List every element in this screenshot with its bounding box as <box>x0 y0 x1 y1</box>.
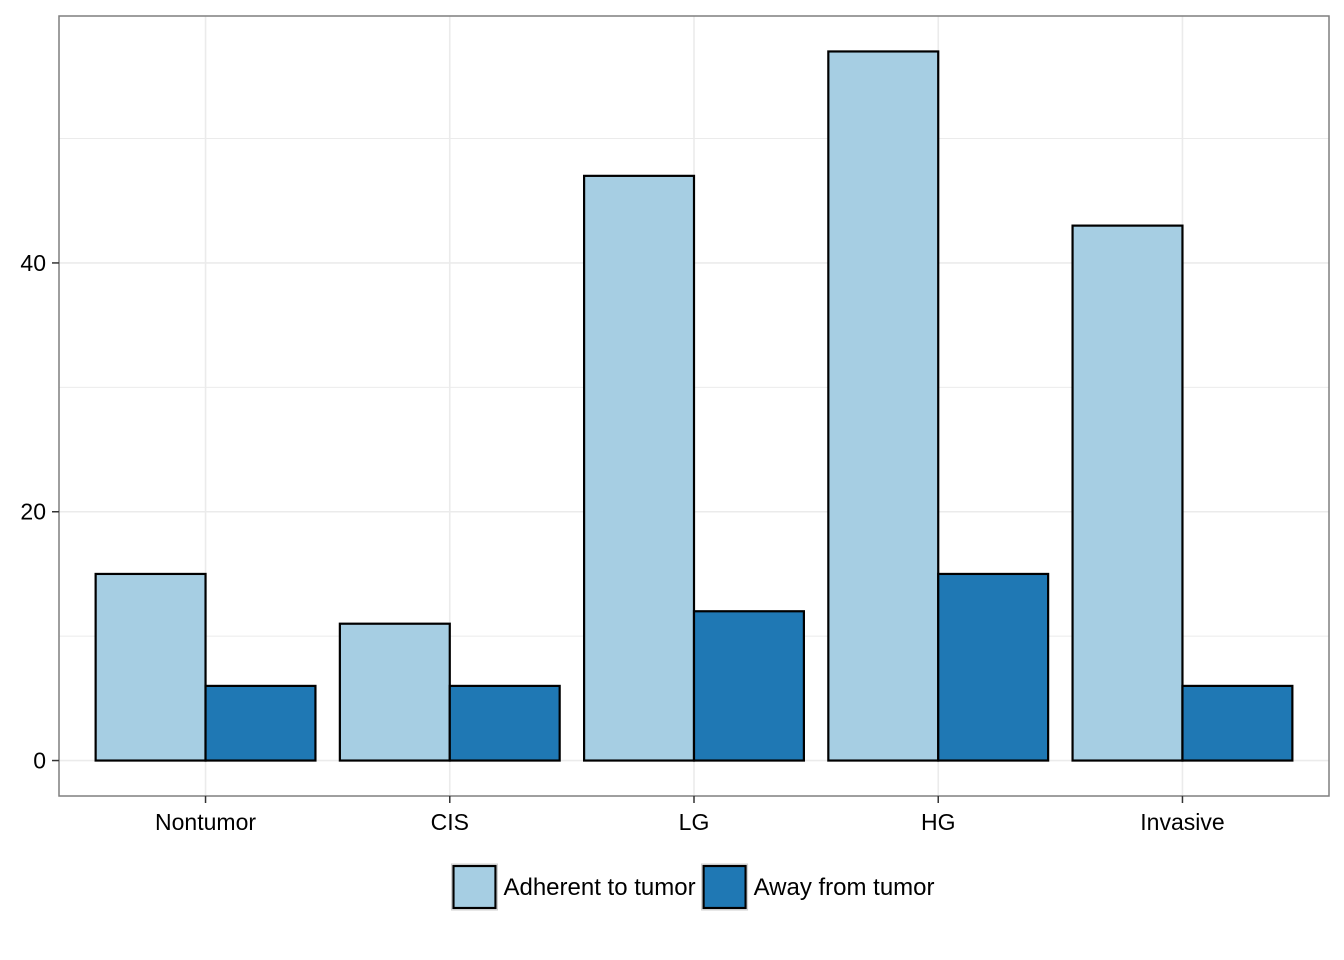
legend-key-frame <box>450 863 498 911</box>
legend-label-series-2: Away from tumor <box>754 874 935 901</box>
legend-label-series-1: Adherent to tumor <box>503 874 695 901</box>
bar-hg-series-2 <box>937 572 1050 762</box>
bar-nontumor-series-1 <box>94 572 207 762</box>
bar-invasive-series-2 <box>1181 684 1294 762</box>
bar-lg-series-1 <box>582 174 696 762</box>
bar-hg-series-1 <box>827 50 940 762</box>
y-tick-label: 20 <box>20 499 46 525</box>
bars <box>94 50 1294 762</box>
x-tick-label: CIS <box>431 809 469 835</box>
legend-swatch-series-2 <box>702 864 747 910</box>
y-tick-label: 40 <box>20 250 46 276</box>
bar-cis-series-1 <box>338 622 451 762</box>
x-tick-label: LG <box>679 809 710 835</box>
bar-nontumor-series-2 <box>204 684 317 762</box>
bar-invasive-series-1 <box>1071 224 1184 762</box>
x-tick-label: HG <box>921 809 956 835</box>
y-tick-label: 0 <box>33 748 46 774</box>
bar-cis-series-2 <box>448 684 561 762</box>
axes: 0 20 40 Nontumor CIS LG HG Invasive <box>20 250 1224 835</box>
legend-key-frame <box>701 863 749 911</box>
x-tick-label: Invasive <box>1140 809 1224 835</box>
bar-lg-series-2 <box>692 610 806 762</box>
x-tick-label: Nontumor <box>155 809 256 835</box>
legend-swatch-series-1 <box>452 864 497 910</box>
legend: Adherent to tumor Away from tumor <box>450 863 935 911</box>
